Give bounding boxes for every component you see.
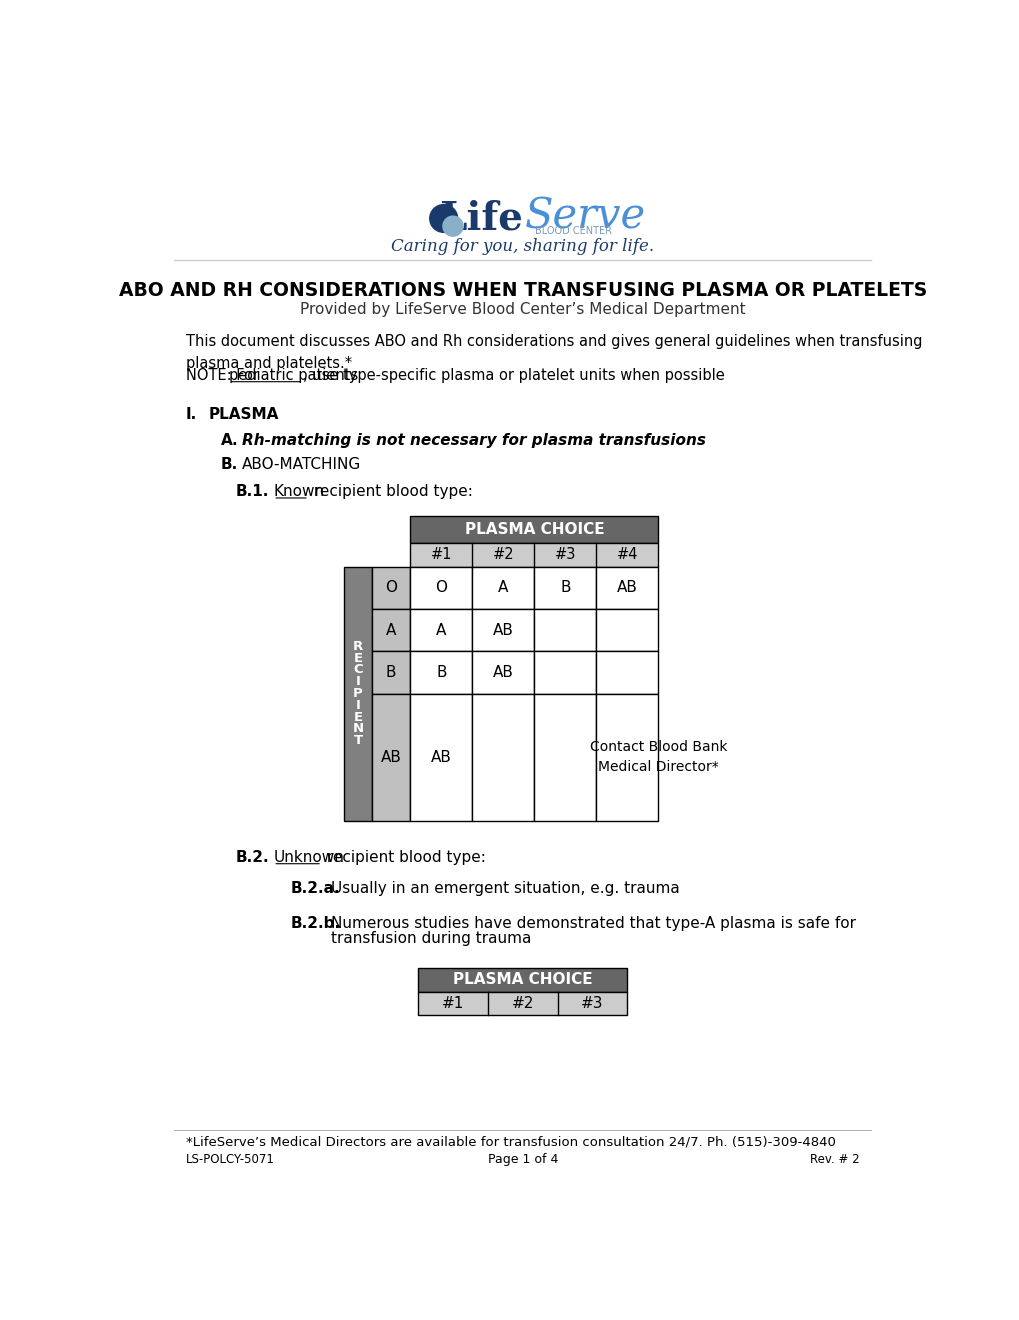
Bar xyxy=(410,651,472,693)
Text: Unknown: Unknown xyxy=(273,850,343,865)
Bar xyxy=(410,566,472,609)
Text: PLASMA: PLASMA xyxy=(209,407,279,421)
Text: ABO AND RH CONSIDERATIONS WHEN TRANSFUSING PLASMA OR PLATELETS: ABO AND RH CONSIDERATIONS WHEN TRANSFUSI… xyxy=(118,281,926,301)
Text: This document discusses ABO and Rh considerations and gives general guidelines w: This document discusses ABO and Rh consi… xyxy=(185,334,921,371)
Text: B.: B. xyxy=(220,457,237,473)
Text: Caring for you, sharing for life.: Caring for you, sharing for life. xyxy=(391,239,653,256)
Text: B.2.b.: B.2.b. xyxy=(290,916,340,931)
Text: Rh-matching is not necessary for plasma transfusions: Rh-matching is not necessary for plasma … xyxy=(242,433,705,447)
Text: B.1.: B.1. xyxy=(235,484,269,499)
Text: A: A xyxy=(497,581,508,595)
Bar xyxy=(534,609,596,651)
Text: Rev. # 2: Rev. # 2 xyxy=(809,1152,859,1166)
Bar xyxy=(371,609,410,651)
Text: Provided by LifeServe Blood Center’s Medical Department: Provided by LifeServe Blood Center’s Med… xyxy=(300,302,745,317)
Text: Page 1 of 4: Page 1 of 4 xyxy=(487,1152,557,1166)
Text: AB: AB xyxy=(430,750,451,764)
Bar xyxy=(371,651,410,693)
Text: #2: #2 xyxy=(492,548,514,562)
Text: AB: AB xyxy=(380,750,401,764)
Text: AB: AB xyxy=(616,581,637,595)
Text: B.2.a.: B.2.a. xyxy=(290,880,339,896)
Bar xyxy=(534,693,596,821)
Text: A: A xyxy=(385,623,395,638)
Text: #1: #1 xyxy=(441,997,464,1011)
Text: ABO-MATCHING: ABO-MATCHING xyxy=(242,457,361,473)
Bar xyxy=(418,993,627,1015)
Text: Usually in an emergent situation, e.g. trauma: Usually in an emergent situation, e.g. t… xyxy=(330,880,679,896)
Text: recipient blood type:: recipient blood type: xyxy=(309,484,472,499)
Bar xyxy=(472,693,534,821)
Text: *LifeServe’s Medical Directors are available for transfusion consultation 24/7. : *LifeServe’s Medical Directors are avail… xyxy=(185,1137,835,1148)
Text: LS-POLCY-5071: LS-POLCY-5071 xyxy=(185,1152,274,1166)
Text: #2: #2 xyxy=(512,997,533,1011)
Text: transfusion during trauma: transfusion during trauma xyxy=(330,931,531,946)
Circle shape xyxy=(442,216,463,236)
Text: #3: #3 xyxy=(581,997,603,1011)
Bar xyxy=(410,544,657,566)
Text: recipient blood type:: recipient blood type: xyxy=(322,850,485,865)
Bar xyxy=(418,968,627,993)
Text: #3: #3 xyxy=(554,548,576,562)
Text: , use type-specific plasma or platelet units when possible: , use type-specific plasma or platelet u… xyxy=(303,368,725,383)
Bar xyxy=(472,609,534,651)
Text: B.2.: B.2. xyxy=(235,850,269,865)
Bar xyxy=(410,693,472,821)
Text: I.: I. xyxy=(185,407,197,421)
Text: PLASMA CHOICE: PLASMA CHOICE xyxy=(452,973,592,987)
Bar xyxy=(534,566,596,609)
Bar xyxy=(596,566,657,609)
Text: AB: AB xyxy=(492,623,514,638)
Text: O: O xyxy=(384,581,396,595)
Text: #4: #4 xyxy=(616,548,638,562)
Text: R
E
C
I
P
I
E
N
T: R E C I P I E N T xyxy=(353,640,363,747)
Text: AB: AB xyxy=(492,665,514,680)
Bar xyxy=(410,516,657,544)
Bar xyxy=(344,566,371,821)
Text: PLASMA CHOICE: PLASMA CHOICE xyxy=(464,523,603,537)
Text: BLOOD CENTER: BLOOD CENTER xyxy=(535,226,611,236)
Bar xyxy=(596,651,657,693)
Text: B: B xyxy=(436,665,446,680)
Bar xyxy=(596,693,657,821)
Text: #1: #1 xyxy=(430,548,451,562)
Text: Known: Known xyxy=(273,484,324,499)
Text: O: O xyxy=(435,581,447,595)
Text: A.: A. xyxy=(220,433,237,447)
Bar xyxy=(472,651,534,693)
Text: Life: Life xyxy=(438,199,522,238)
Bar xyxy=(371,566,410,609)
Bar xyxy=(596,609,657,651)
Text: Contact Blood Bank
Medical Director*: Contact Blood Bank Medical Director* xyxy=(589,741,727,774)
Bar xyxy=(534,651,596,693)
Text: B: B xyxy=(385,665,395,680)
Circle shape xyxy=(429,205,458,232)
Text: NOTE: For: NOTE: For xyxy=(185,368,263,383)
Text: pediatric patients: pediatric patients xyxy=(229,368,358,383)
Text: Serve: Serve xyxy=(525,195,646,238)
Text: Numerous studies have demonstrated that type-A plasma is safe for: Numerous studies have demonstrated that … xyxy=(330,916,855,931)
Text: A: A xyxy=(436,623,446,638)
Bar xyxy=(410,609,472,651)
Text: B: B xyxy=(559,581,570,595)
Bar xyxy=(472,566,534,609)
Bar xyxy=(371,693,410,821)
